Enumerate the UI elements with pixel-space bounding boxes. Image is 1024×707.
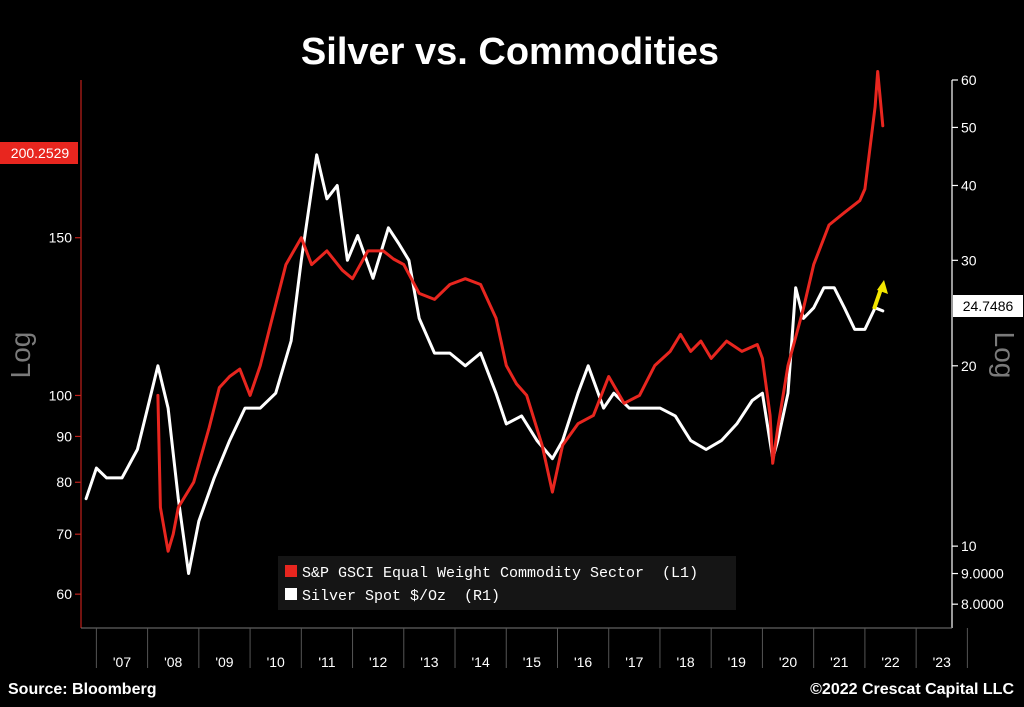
left-tick-label: 60: [56, 586, 72, 602]
legend: S&P GSCI Equal Weight Commodity Sector (…: [278, 556, 736, 610]
silver-series-line: [84, 153, 885, 575]
x-tick-label: '10: [267, 654, 285, 670]
right-last-value-box: [953, 295, 1023, 317]
legend-box: [278, 556, 736, 610]
legend-label-commodity: S&P GSCI Equal Weight Commodity Sector (…: [302, 565, 698, 582]
x-tick-label: '21: [830, 654, 848, 670]
left-tick-label: 100: [49, 387, 73, 403]
left-last-value-label: 200.2529: [11, 145, 70, 161]
left-tick-label: 90: [56, 428, 72, 444]
x-axis-ticks: '07 '08 '09 '10 '11 '12 '13 '14 '15 '16 '17 '18 '19 '…: [95, 628, 968, 670]
right-tick-label: 40: [961, 177, 977, 193]
right-axis-ticks: 60 50 40 30 20 10 9.0000 8.0000: [952, 72, 1004, 612]
x-tick-label: '07: [113, 654, 131, 670]
right-last-value-badge: 24.7486: [953, 295, 1023, 317]
x-tick-label: '11: [318, 654, 335, 670]
x-tick-label: '17: [625, 654, 643, 670]
x-tick-label: '23: [933, 654, 951, 670]
right-tick-label: 50: [961, 119, 977, 135]
left-last-value-box: [0, 142, 78, 164]
copyright-label: ©2022 Crescat Capital LLC: [810, 681, 1014, 698]
left-last-value-badge: 200.2529: [0, 142, 78, 164]
right-tick-label: 9.0000: [961, 566, 1004, 582]
x-tick-label: '22: [881, 654, 899, 670]
left-tick-label: 70: [56, 526, 72, 542]
right-tick-label: 60: [961, 72, 977, 88]
x-tick-label: '12: [369, 654, 387, 670]
x-tick-label: '19: [728, 654, 746, 670]
source-label: Source: Bloomberg: [8, 681, 156, 698]
right-last-value-label: 24.7486: [963, 298, 1014, 314]
series-group: [84, 70, 885, 575]
right-tick-label: 8.0000: [961, 596, 1004, 612]
right-axis-label: Log: [989, 332, 1020, 379]
x-tick-label: '14: [472, 654, 490, 670]
x-tick-label: '20: [779, 654, 797, 670]
chart-title: Silver vs. Commodities: [301, 31, 719, 73]
x-tick-label: '16: [574, 654, 592, 670]
x-tick-label: '13: [420, 654, 438, 670]
right-tick-label: 30: [961, 252, 977, 268]
left-tick-label: 80: [56, 474, 72, 490]
left-axis-ticks: 150 100 90 80 70 60: [49, 230, 81, 602]
legend-swatch-silver: [285, 588, 297, 600]
yellow-arrow-icon: [872, 280, 888, 310]
x-tick-label: '15: [523, 654, 541, 670]
x-tick-label: '18: [676, 654, 694, 670]
left-tick-label: 150: [49, 230, 73, 246]
legend-swatch-commodity: [285, 565, 297, 577]
x-tick-label: '08: [164, 654, 182, 670]
x-tick-label: '09: [215, 654, 233, 670]
commodity-series-line: [156, 70, 885, 553]
right-tick-label: 10: [961, 538, 977, 554]
arrow-head: [877, 280, 888, 294]
left-axis-label: Log: [5, 332, 36, 379]
legend-label-silver: Silver Spot $/Oz (R1): [302, 588, 500, 605]
right-tick-label: 20: [961, 358, 977, 374]
